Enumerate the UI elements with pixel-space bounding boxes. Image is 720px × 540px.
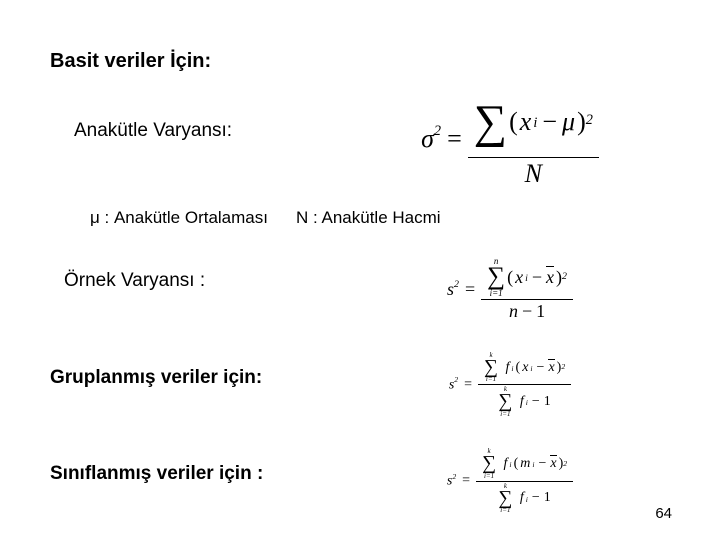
ornek-label: Örnek Varyansı : (64, 270, 350, 292)
gruplanmis-label: Gruplanmış veriler için: (50, 367, 350, 389)
def-n: N : Anakütle Hacmi (296, 208, 441, 228)
formula-ornek: s2 = n∑i=1 (xi − x)2 n − 1 (447, 256, 573, 323)
page-title: Basit veriler İçin: (50, 50, 670, 73)
definitions-row: μ : Anakütle Ortalaması N : Anakütle Hac… (90, 208, 670, 228)
section-anakutle: Anakütle Varyansı: σ2 = ∑ (xi − μ)2 N (50, 87, 670, 190)
formula-anakutle: σ2 = ∑ (xi − μ)2 N (421, 87, 599, 190)
formula-siniflanmis: s2 = k∑i=1 fi (mi − x)2 k∑i=1 fi − 1 (447, 447, 573, 515)
formula-gruplanmis: s2 = k∑i=1 fi (xi − x)2 k∑i=1 fi − 1 (449, 351, 571, 419)
page-number: 64 (655, 505, 672, 522)
siniflanmis-label: Sınıflanmış veriler için : (50, 463, 350, 485)
def-mu: μ : Anakütle Ortalaması (90, 208, 268, 228)
section-ornek: Örnek Varyansı : s2 = n∑i=1 (xi − x)2 n … (50, 256, 670, 323)
section-gruplanmis: Gruplanmış veriler için: s2 = k∑i=1 fi (… (50, 351, 670, 419)
anakutle-label: Anakütle Varyansı: (74, 120, 350, 142)
section-siniflanmis: Sınıflanmış veriler için : s2 = k∑i=1 fi… (50, 447, 670, 515)
